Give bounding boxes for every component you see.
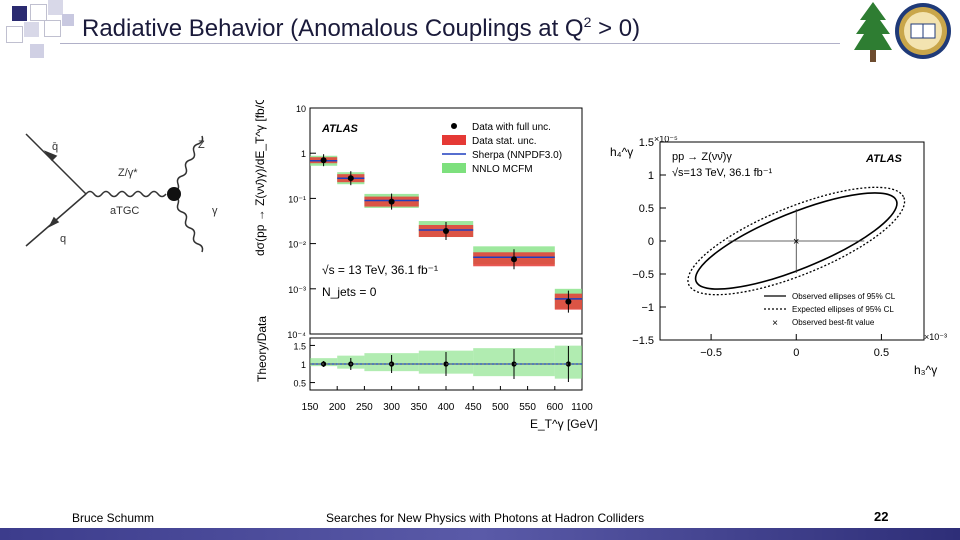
title-underline bbox=[60, 43, 840, 44]
y-tick-label: 10⁻² bbox=[288, 240, 306, 250]
cross-section-chart: ATLAS √s = 13 TeV, 36.1 fb⁻¹ N_jets = 0 … bbox=[253, 100, 598, 431]
x-tick-label: 150 bbox=[302, 402, 319, 413]
vertex-blob bbox=[167, 187, 181, 201]
y-tick-label: −1 bbox=[641, 302, 654, 314]
deco-square bbox=[30, 44, 44, 58]
x-tick-label: 250 bbox=[356, 402, 373, 413]
university-seal-logo bbox=[895, 3, 951, 59]
feynman-label: γ bbox=[212, 205, 218, 217]
x-tick-label: 1100 bbox=[571, 402, 593, 413]
x-multiplier: ×10⁻³ bbox=[924, 332, 947, 342]
ratio-point bbox=[565, 361, 571, 367]
x-tick-label: 0.5 bbox=[874, 347, 889, 359]
x-tick-label: 500 bbox=[492, 402, 509, 413]
chart-ylabel: dσ(pp → Z(νν̄)γ)/dE_T^γ [fb/GeV] bbox=[253, 100, 267, 256]
legend-marker bbox=[451, 123, 457, 129]
chart-atlas-label: ATLAS bbox=[865, 153, 903, 165]
feynman-label: aTGC bbox=[110, 205, 139, 217]
data-point bbox=[565, 298, 572, 305]
y-multiplier: ×10⁻⁵ bbox=[654, 136, 678, 144]
legend-label: NNLO MCFM bbox=[472, 164, 533, 175]
tree-logo bbox=[854, 2, 892, 62]
y-tick-label: −0.5 bbox=[632, 269, 654, 281]
x-tick-label: −0.5 bbox=[700, 347, 722, 359]
legend-label: Data with full unc. bbox=[472, 122, 551, 133]
observed-ellipse bbox=[694, 192, 898, 290]
y-tick-label: 1 bbox=[648, 170, 654, 182]
x-tick-label: 0 bbox=[793, 347, 799, 359]
y-tick-label: 1 bbox=[301, 149, 306, 159]
ratio-point bbox=[443, 361, 449, 367]
y-tick-label: 1.5 bbox=[639, 137, 654, 149]
slide-title: Radiative Behavior (Anomalous Couplings … bbox=[82, 14, 641, 42]
chart-atlas-label: ATLAS bbox=[321, 123, 359, 135]
chart-ylabel: h₄^γ bbox=[610, 145, 633, 159]
y-tick-label: 10⁻¹ bbox=[288, 194, 306, 204]
chart-xlabel: E_T^γ [GeV] bbox=[530, 417, 598, 431]
x-tick-label: 550 bbox=[519, 402, 536, 413]
deco-square bbox=[62, 14, 74, 26]
legend-marker bbox=[442, 163, 466, 173]
deco-square bbox=[6, 26, 23, 43]
chart-annotation: N_jets = 0 bbox=[322, 285, 377, 299]
chart-annotation: √s = 13 TeV, 36.1 fb⁻¹ bbox=[322, 263, 438, 277]
feynman-diagram: q̄ q Z/γ* aTGC Z γ bbox=[25, 133, 218, 253]
footer-bar bbox=[0, 528, 960, 540]
footer-author: Bruce Schumm bbox=[72, 511, 155, 525]
data-point bbox=[388, 198, 395, 205]
footer-talk-title: Searches for New Physics with Photons at… bbox=[326, 511, 645, 525]
y-tick-label: 10⁻⁴ bbox=[287, 330, 306, 340]
legend-label: Expected ellipses of 95% CL bbox=[792, 305, 894, 314]
feynman-label: Z/γ* bbox=[118, 167, 138, 179]
ratio-y-tick-label: 1 bbox=[301, 360, 306, 370]
x-tick-label: 350 bbox=[410, 402, 427, 413]
feynman-label: q bbox=[60, 233, 66, 245]
y-tick-label: 0 bbox=[648, 236, 654, 248]
limit-ellipse-chart: ATLAS pp → Z(νν̄)γ √s=13 TeV, 36.1 fb⁻¹ … bbox=[610, 136, 947, 377]
deco-square bbox=[12, 6, 27, 21]
y-tick-label: 10 bbox=[296, 104, 306, 114]
data-point bbox=[443, 228, 449, 235]
ratio-y-tick-label: 1.5 bbox=[293, 341, 306, 351]
y-tick-label: 10⁻³ bbox=[288, 285, 306, 295]
x-tick-label: 200 bbox=[329, 402, 346, 413]
deco-square bbox=[30, 4, 47, 21]
x-tick-label: 450 bbox=[465, 402, 482, 413]
chart-xlabel: h₃^γ bbox=[914, 363, 937, 377]
y-tick-label: 0.5 bbox=[639, 203, 654, 215]
legend-marker: × bbox=[772, 318, 778, 329]
chart-annotation: pp → Z(νν̄)γ bbox=[672, 151, 732, 163]
feynman-label: Z bbox=[198, 139, 205, 151]
deco-square bbox=[24, 22, 39, 37]
page-number: 22 bbox=[874, 509, 889, 524]
x-tick-label: 400 bbox=[438, 402, 455, 413]
best-fit-marker: × bbox=[793, 236, 799, 248]
legend-label: Observed best-fit value bbox=[792, 318, 875, 327]
feynman-label: q̄ bbox=[52, 141, 58, 153]
expected-ellipse bbox=[687, 186, 906, 296]
x-tick-label: 300 bbox=[383, 402, 400, 413]
legend-label: Data stat. unc. bbox=[472, 136, 536, 147]
deco-square bbox=[48, 0, 63, 15]
data-point bbox=[511, 256, 517, 263]
y-tick-label: −1.5 bbox=[632, 335, 654, 347]
legend-label: Sherpa (NNPDF3.0) bbox=[472, 150, 562, 161]
data-point bbox=[347, 175, 354, 182]
chart-annotation: √s=13 TeV, 36.1 fb⁻¹ bbox=[672, 167, 773, 179]
x-tick-label: 600 bbox=[546, 402, 563, 413]
deco-square bbox=[44, 20, 61, 37]
ratio-y-tick-label: 0.5 bbox=[293, 379, 306, 389]
ratio-ylabel: Theory/Data bbox=[255, 316, 269, 382]
legend-marker bbox=[442, 135, 466, 145]
legend-label: Observed ellipses of 95% CL bbox=[792, 292, 896, 301]
data-point bbox=[320, 157, 327, 164]
